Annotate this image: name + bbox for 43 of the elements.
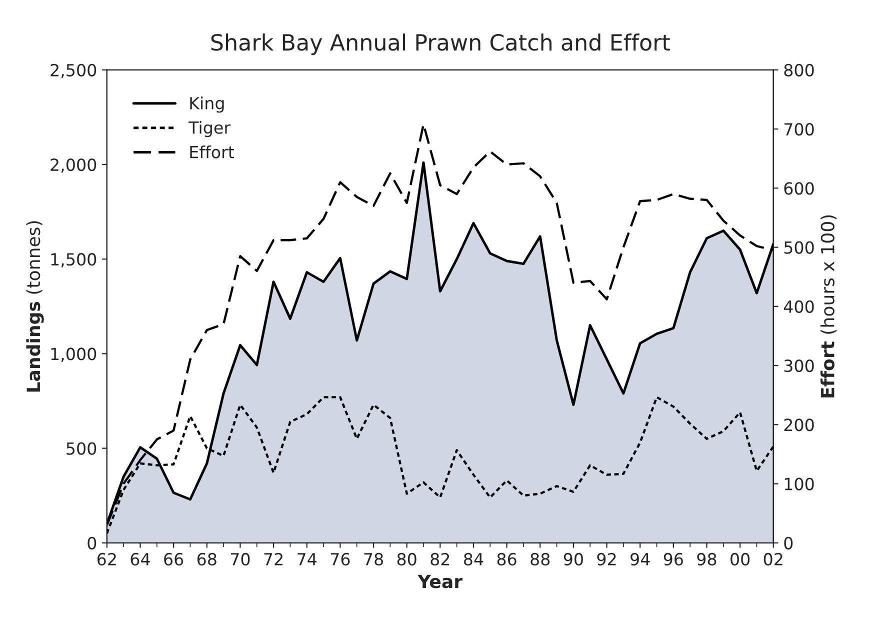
y-tick-label: 2,500 bbox=[50, 64, 96, 78]
x-tick-label: 72 bbox=[264, 552, 282, 566]
y2-tick-label: 700 bbox=[784, 122, 814, 136]
y2-axis-title: Effort (hours x 100) bbox=[820, 215, 837, 398]
x-tick-label: 92 bbox=[597, 552, 616, 566]
legend-label: Effort bbox=[190, 145, 234, 158]
x-tick-label: 78 bbox=[364, 552, 383, 566]
y-tick-label: 2,000 bbox=[50, 158, 96, 173]
x-axis-title: Year bbox=[418, 574, 462, 588]
y2-tick-label: 300 bbox=[784, 359, 814, 372]
x-tick-label: 96 bbox=[664, 552, 683, 566]
x-tick-label: 82 bbox=[430, 552, 450, 566]
y-tick-label: 1,500 bbox=[51, 253, 96, 268]
x-tick-label: 84 bbox=[464, 552, 484, 566]
x-tick-label: 80 bbox=[397, 552, 416, 566]
y2-tick-label: 500 bbox=[784, 241, 814, 254]
y2-tick-label: 0 bbox=[784, 536, 793, 550]
x-tick-label: 02 bbox=[764, 552, 782, 566]
chart-title: Shark Bay Annual Prawn Catch and Effort bbox=[211, 34, 670, 56]
y2-tick-label: 600 bbox=[784, 182, 814, 195]
y2-tick-label: 100 bbox=[784, 478, 814, 490]
x-tick-label: 86 bbox=[497, 552, 516, 566]
x-tick-label: 94 bbox=[630, 552, 650, 566]
y-tick-label: 0 bbox=[88, 536, 96, 550]
y2-tick-label: 800 bbox=[784, 64, 814, 76]
x-tick-label: 70 bbox=[230, 552, 250, 566]
x-tick-label: 64 bbox=[130, 552, 150, 566]
x-tick-label: 68 bbox=[197, 552, 216, 566]
x-tick-label: 88 bbox=[530, 552, 550, 566]
x-tick-label: 90 bbox=[564, 552, 583, 566]
x-tick-label: 76 bbox=[330, 552, 350, 566]
legend-label: Tiger bbox=[188, 121, 231, 138]
x-tick-label: 98 bbox=[697, 552, 716, 566]
x-tick-label: 66 bbox=[164, 552, 184, 566]
x-tick-label: 74 bbox=[298, 553, 317, 566]
y2-tick-label: 200 bbox=[784, 418, 814, 432]
y-axis-title: Landings (tonnes) bbox=[26, 221, 44, 392]
y-tick-label: 1,000 bbox=[51, 348, 96, 362]
legend-label: King bbox=[190, 96, 224, 113]
y-tick-label: 500 bbox=[66, 442, 96, 455]
y2-tick-label: 400 bbox=[784, 300, 814, 313]
x-tick-label: 00 bbox=[730, 552, 750, 566]
x-tick-label: 62 bbox=[97, 552, 116, 566]
